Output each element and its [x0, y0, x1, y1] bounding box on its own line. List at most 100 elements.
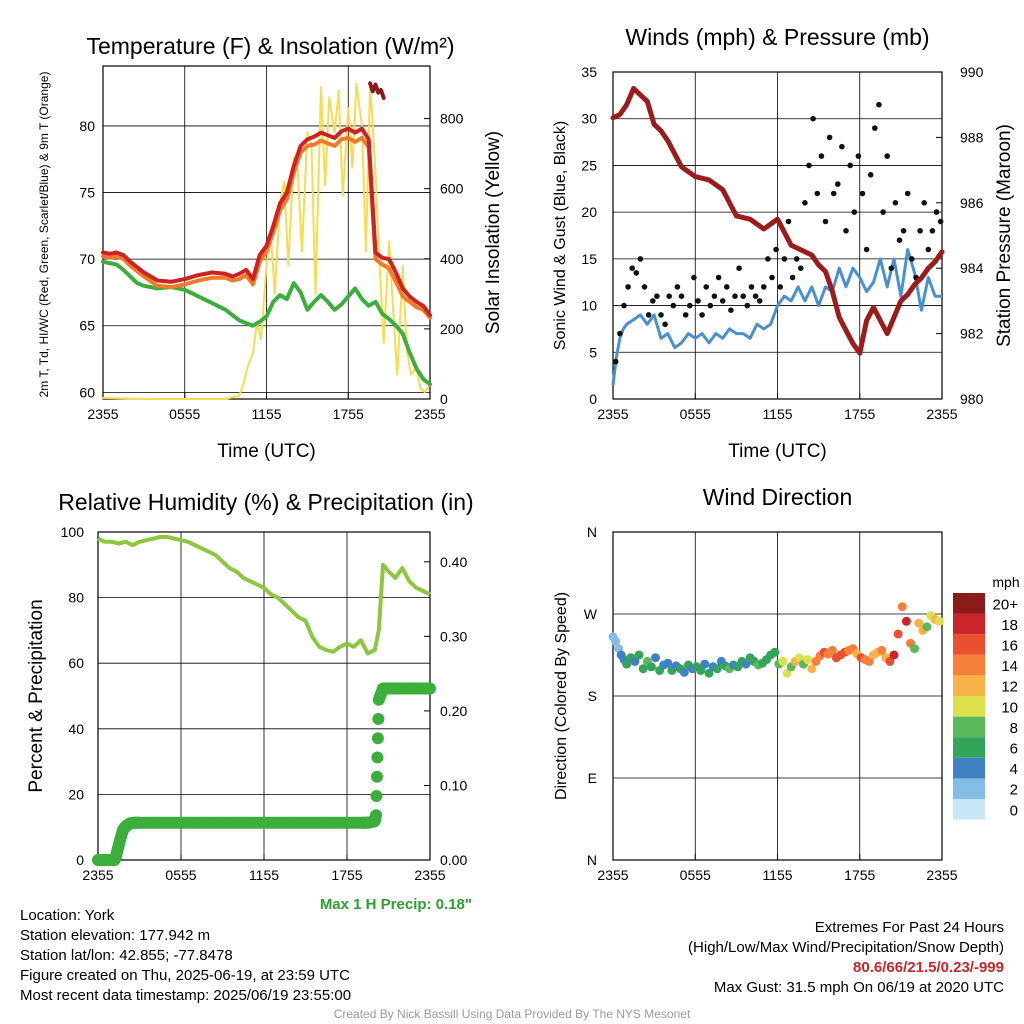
precip-point	[371, 732, 384, 745]
direction-point	[803, 655, 813, 665]
latlon-text: Station lat/lon: 42.855; -77.8478	[20, 947, 233, 964]
colorbar-label: 16	[1001, 638, 1018, 655]
gust-point	[650, 298, 656, 304]
extremes-subtitle: (High/Low/Max Wind/Precipitation/Snow De…	[688, 939, 1004, 956]
gust-point	[863, 246, 870, 253]
gust-point	[933, 209, 940, 215]
gust-point	[872, 125, 878, 131]
x-tick-label: 1755	[844, 867, 875, 883]
series-line-dewpoint	[101, 259, 432, 387]
x-tick-label: 1755	[331, 867, 362, 883]
y-tick-label: 60	[79, 384, 95, 400]
x-tick-label: 1755	[844, 406, 875, 422]
y2-tick-label: 400	[440, 251, 464, 267]
created-text: Figure created on Thu, 2025-06-19, at 23…	[20, 967, 350, 984]
direction-point	[704, 668, 714, 678]
extremes-info: Extremes For Past 24 Hours (High/Low/Max…	[688, 918, 1004, 998]
precip-point	[424, 682, 436, 695]
gust-point	[867, 172, 874, 178]
humidity-precip-panel: 2355 0555 1155 1755 23550204060801000.000.10…	[26, 489, 474, 883]
gust-point	[744, 302, 751, 309]
y2-tick-label: 988	[960, 129, 984, 145]
gust-point	[711, 293, 718, 300]
gust-point	[765, 256, 771, 262]
x-tick-label: 0555	[165, 867, 196, 883]
gust-point	[851, 209, 858, 215]
colorbar-label: 20+	[993, 596, 1019, 613]
colorbar-label: 18	[1001, 617, 1018, 634]
gust-point	[785, 218, 792, 225]
direction-point	[889, 650, 899, 660]
gust-point	[682, 312, 689, 318]
y-tick-label: W	[584, 606, 598, 622]
series-line-rh	[97, 534, 431, 656]
direction-point	[782, 668, 792, 678]
gust-point	[666, 293, 672, 300]
gust-point	[641, 284, 648, 290]
gust-point	[880, 209, 886, 215]
direction-point	[864, 656, 874, 666]
precip-point	[370, 809, 383, 822]
y2-axis-label: Station Pressure (Maroon)	[994, 124, 1015, 347]
precip-point	[371, 751, 384, 764]
y-tick-label: 25	[581, 157, 597, 173]
winds-pressure-panel: 2355 0555 1155 1755 235505101520253035980982…	[552, 24, 1015, 462]
location-text: Location: York	[20, 907, 115, 924]
gust-point	[707, 302, 714, 309]
gust-point	[695, 298, 701, 304]
colorbar-swatch	[953, 634, 985, 655]
y2-tick-label: 984	[960, 260, 984, 276]
gust-point	[612, 358, 619, 365]
direction-point	[778, 656, 788, 666]
colorbar-swatch	[953, 716, 985, 738]
y-axis-label: Direction (Colored By Speed)	[553, 592, 570, 800]
gust-point	[793, 256, 800, 262]
gust-point	[732, 293, 738, 300]
gust-point	[818, 153, 825, 159]
max-gust-text: Max Gust: 31.5 mph On 06/19 at 2020 UTC	[713, 979, 1004, 996]
x-axis-label: Time (UTC)	[728, 441, 827, 462]
gust-point	[917, 228, 923, 234]
gust-point	[814, 190, 821, 197]
direction-point	[651, 653, 660, 663]
direction-point	[712, 664, 722, 674]
gust-point	[830, 190, 837, 197]
chart-title: Relative Humidity (%) & Precipitation (i…	[58, 489, 473, 515]
gust-point	[921, 200, 927, 206]
series-line-heatindex	[368, 81, 386, 100]
y2-tick-label: 0.40	[440, 554, 467, 570]
x-tick-label: 2355	[414, 867, 445, 883]
gust-point	[756, 298, 763, 304]
gust-point	[691, 274, 697, 281]
direction-point	[634, 650, 644, 660]
gust-point	[715, 274, 722, 281]
y-tick-label: 70	[79, 251, 95, 267]
colorbar-label: 4	[1010, 761, 1018, 778]
y2-tick-label: 0.20	[440, 703, 467, 719]
chart-title: Wind Direction	[703, 484, 853, 510]
gust-point	[752, 293, 759, 300]
y-axis-label: 2m T, Td, HI/WC (Red, Green, Scarlet/Blu…	[37, 72, 51, 398]
x-tick-label: 2355	[82, 867, 113, 883]
chart-title: Temperature (F) & Insolation (W/m²)	[86, 33, 454, 59]
gust-point	[839, 143, 845, 150]
direction-point	[696, 666, 706, 675]
colorbar-title: mph	[992, 574, 1019, 590]
recent-text: Most recent data timestamp: 2025/06/19 2…	[20, 987, 352, 1004]
x-tick-label: 2355	[597, 406, 628, 422]
direction-point	[901, 616, 911, 626]
gust-point	[773, 246, 779, 253]
colorbar-swatch	[953, 696, 985, 717]
gust-point	[658, 312, 664, 318]
direction-point	[622, 659, 632, 669]
direction-point	[741, 659, 751, 669]
direction-point	[679, 667, 689, 677]
temperature-insolation-panel: 2355 0555 1155 1755 235560657075800200400600…	[37, 33, 504, 462]
gust-point	[843, 228, 849, 234]
y-tick-label: 0	[589, 391, 597, 407]
gust-point	[687, 302, 693, 309]
y-tick-label: 30	[581, 111, 597, 127]
x-tick-label: 0555	[680, 867, 711, 883]
series-line-temp2m	[101, 126, 432, 318]
